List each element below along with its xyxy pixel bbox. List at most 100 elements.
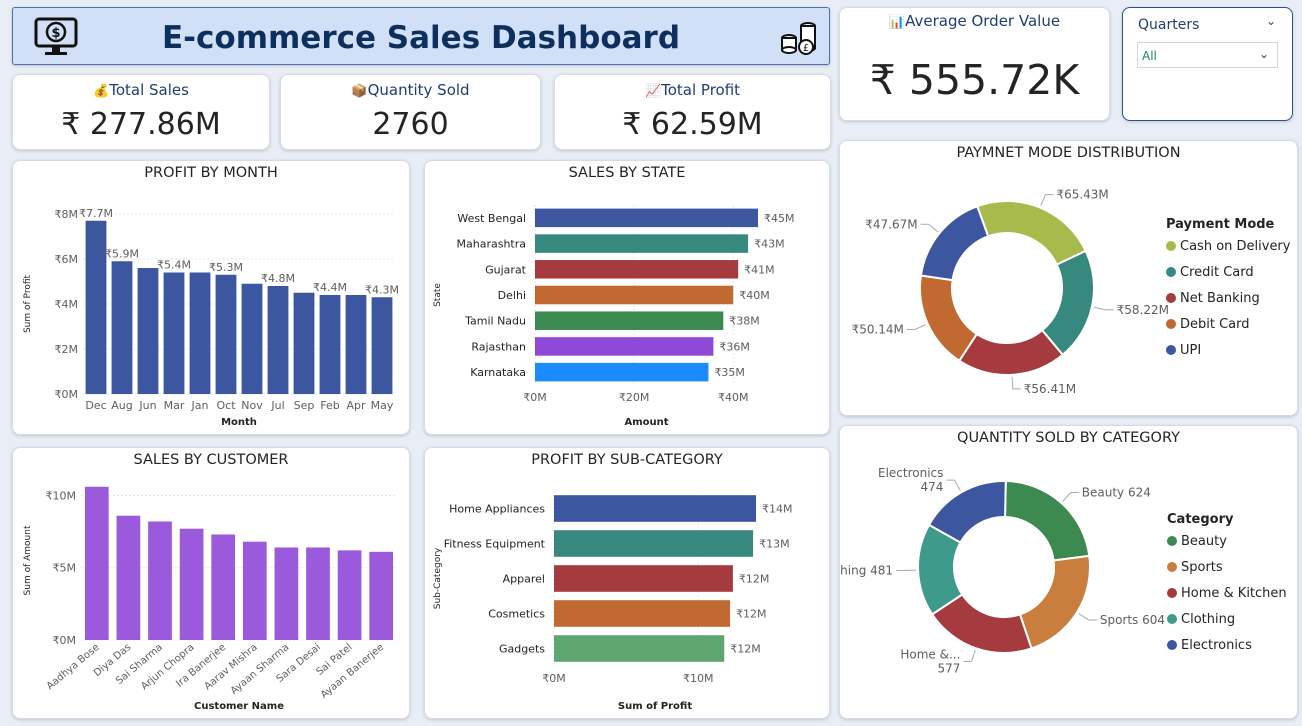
y-tick-label: Delhi [498, 289, 526, 302]
data-label: ₹47.67M [865, 217, 917, 231]
bar [85, 220, 107, 394]
x-tick-label: ₹10M [683, 672, 714, 685]
bar [215, 274, 237, 394]
x-tick-label: May [371, 399, 394, 412]
x-axis-label: Amount [624, 417, 668, 428]
data-label: ₹12M [739, 573, 770, 586]
bar [337, 550, 362, 640]
bar [554, 600, 731, 627]
legend-label: Clothing [1181, 612, 1235, 627]
x-tick-label: Aadhya Bose [45, 642, 102, 692]
y-axis-label: Sub-Category [433, 547, 443, 609]
svg-text:£: £ [803, 43, 809, 54]
legend-label: Cash on Delivery [1180, 239, 1291, 254]
data-label: ₹5.3M [209, 261, 243, 274]
bar [84, 486, 109, 640]
data-label: ₹40M [739, 289, 770, 302]
x-tick-label: Feb [320, 399, 339, 412]
y-tick-label: ₹6M [55, 253, 79, 266]
donut-slice [919, 274, 979, 363]
data-label: ₹56.41M [1024, 382, 1076, 396]
bar [116, 515, 141, 640]
kpi-total-sales-label: Total Sales [109, 81, 189, 99]
data-label: 577 [938, 662, 961, 676]
legend-label: Home & Kitchen [1181, 586, 1287, 601]
legend-marker [1166, 319, 1176, 329]
y-tick-label: ₹0M [53, 634, 77, 647]
kpi-total-sales: 💰Total Sales ₹ 277.86M [12, 74, 270, 150]
y-tick-label: ₹2M [55, 343, 79, 356]
y-tick-label: Gujarat [485, 263, 527, 276]
chart-title: PROFIT BY SUB-CATEGORY [531, 452, 723, 468]
y-axis-label: State [433, 283, 443, 307]
data-label: ₹58.22M [1117, 303, 1169, 317]
x-tick-label: ₹20M [619, 391, 650, 404]
leader-line [906, 324, 927, 330]
legend-marker [1167, 562, 1177, 572]
x-tick-label: ₹0M [523, 391, 547, 404]
data-label: ₹12M [730, 643, 761, 656]
bar [371, 297, 393, 394]
bar [535, 285, 734, 305]
data-label: Beauty 624 [1082, 486, 1151, 500]
data-label: ₹41M [744, 263, 775, 276]
leader-line [1040, 194, 1054, 206]
bar [211, 534, 236, 640]
kpi-quantity-sold: 📦Quantity Sold 2760 [280, 74, 541, 150]
leader-line [920, 223, 939, 233]
legend-label: Beauty [1181, 534, 1227, 549]
kpi-quantity-sold-value: 2760 [372, 107, 449, 142]
data-label: ₹14M [762, 503, 793, 516]
payment-mode-card: PAYMNET MODE DISTRIBUTION ₹65.43M ₹58.22M… [839, 140, 1298, 416]
legend-label: Electronics [1181, 638, 1252, 653]
dropdown-chevron-icon[interactable]: ⌄ [1258, 47, 1269, 61]
data-label: 474 [921, 480, 944, 494]
donut-slice [919, 204, 990, 282]
y-tick-label: ₹8M [55, 208, 79, 221]
leader-line [1062, 492, 1079, 502]
monitor-dollar-icon: $ [34, 17, 78, 55]
payment-mode-chart: ₹65.43M ₹58.22M ₹56.41M ₹50.14M ₹47.67M Payme… [852, 188, 1291, 396]
data-label: ₹43M [754, 238, 785, 251]
x-tick-label: Nov [241, 399, 263, 412]
y-tick-label: Karnataka [470, 366, 526, 379]
bar [137, 268, 159, 394]
y-tick-label: Home Appliances [449, 503, 545, 516]
x-tick-label: Dec [85, 399, 106, 412]
legend-marker [1167, 614, 1177, 624]
bar [293, 292, 315, 394]
data-label: ₹5.9M [105, 247, 139, 260]
bar [111, 261, 133, 394]
bar [345, 295, 367, 394]
chevron-down-icon[interactable]: ⌄ [1265, 14, 1276, 28]
legend-label: Debit Card [1180, 317, 1250, 332]
dashboard-header: $ E-commerce Sales Dashboard £ [12, 7, 830, 65]
quarters-slicer[interactable]: Quarters ⌄ All ⌄ [1122, 7, 1293, 121]
data-label: ₹50.14M [852, 322, 904, 336]
quantity-by-category-card: QUANTITY SOLD BY CATEGORY Beauty 624 Spor… [839, 425, 1298, 719]
bar [179, 528, 204, 640]
y-tick-label: Cosmetics [488, 608, 545, 621]
legend-label: Net Banking [1180, 291, 1260, 306]
y-tick-label: Rajasthan [471, 340, 526, 353]
bar [274, 547, 299, 640]
bar [554, 635, 725, 662]
x-axis-label: Customer Name [194, 701, 284, 712]
legend-marker [1167, 536, 1177, 546]
bar [554, 495, 756, 522]
kpi-average-order-value: 📊Average Order Value ₹ 555.72K [839, 7, 1110, 121]
chart-title: PAYMNET MODE DISTRIBUTION [956, 145, 1181, 161]
bar [535, 337, 714, 356]
chart-title: SALES BY CUSTOMER [133, 452, 289, 468]
y-tick-label: Gadgets [499, 643, 545, 656]
kpi-aov-label: Average Order Value [905, 12, 1061, 30]
x-tick-label: Apr [346, 399, 366, 412]
bar [535, 311, 724, 330]
x-tick-label: Mar [164, 399, 185, 412]
x-tick-label: Jan [191, 399, 209, 412]
quarters-dropdown[interactable]: All ⌄ [1137, 42, 1278, 68]
data-label: ₹5.4M [157, 259, 191, 272]
data-label: ₹35M [714, 366, 745, 379]
y-tick-label: Fitness Equipment [444, 538, 546, 551]
